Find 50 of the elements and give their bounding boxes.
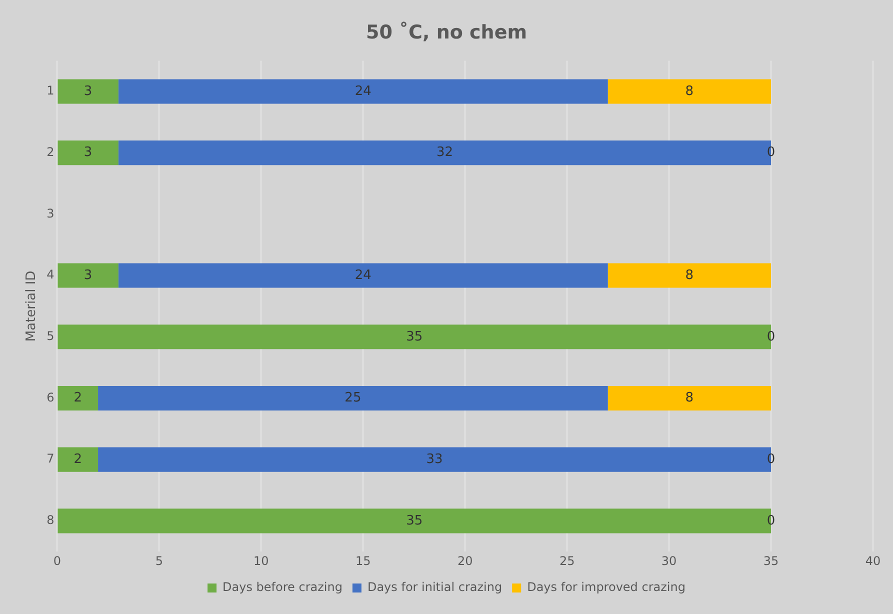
data-label: 8 [685,268,694,283]
y-axis-title: Material ID [24,270,40,342]
bar [608,79,772,104]
legend-label: Days before crazing [222,580,342,594]
y-tick-label: 5 [46,329,54,343]
y-tick-label: 3 [46,206,54,220]
x-tick-label: 30 [661,554,677,568]
x-tick-label: 10 [254,554,269,568]
x-tick-label: 15 [356,554,371,568]
bar [608,386,772,410]
data-label: 35 [406,513,423,528]
bar [58,447,98,472]
data-label: 32 [436,145,453,160]
bar [58,140,118,166]
data-label: 24 [354,84,372,99]
bar [98,386,608,410]
data-label: 2 [74,452,82,467]
y-tick-label: 1 [46,84,54,98]
data-label: 2 [74,390,82,406]
data-label: 0 [766,452,776,467]
bar [58,386,98,410]
bar [58,263,118,288]
legend-label: Days for improved crazing [527,580,686,594]
data-label: 25 [344,390,362,406]
chart-title: 50 ˚C, no chem [366,21,527,44]
x-tick-label: 5 [155,554,164,568]
data-label: 8 [685,84,694,99]
x-tick-label: 25 [559,554,575,568]
bar [118,79,608,104]
data-label: 33 [426,452,443,467]
data-label: 3 [84,268,92,283]
data-label: 3 [84,145,92,160]
data-label: 35 [406,329,423,344]
x-tick-label: 20 [457,554,473,568]
y-tick-label: 8 [46,513,54,528]
data-label: 0 [766,145,776,160]
x-tick-label: 0 [53,554,62,568]
x-tick-label: 35 [763,554,779,568]
y-tick-label: 6 [46,390,54,404]
y-tick-label: 4 [46,268,54,282]
bar [608,263,772,288]
bar [58,79,118,104]
data-label: 8 [685,390,694,406]
bar [118,263,608,288]
data-label: 24 [354,268,372,283]
data-label: 3 [84,84,92,99]
legend-label: Days for initial crazing [367,580,502,594]
y-tick-label: 7 [46,452,54,466]
y-tick-label: 2 [46,144,54,159]
x-tick-label: 40 [865,554,881,568]
